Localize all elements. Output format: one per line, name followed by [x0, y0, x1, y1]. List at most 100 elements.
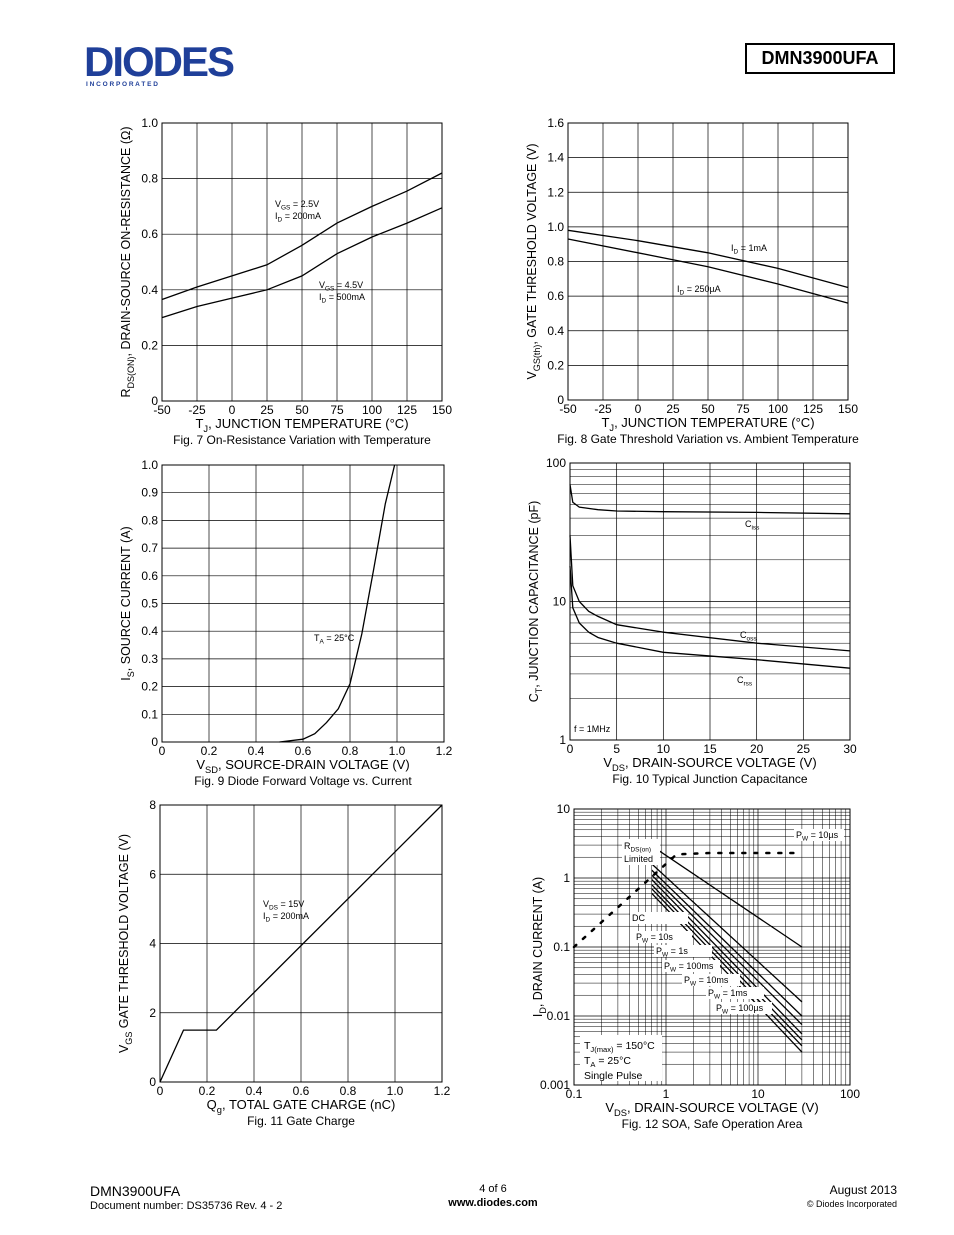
series-group	[279, 464, 396, 743]
footer-page: 4 of 6	[479, 1183, 507, 1195]
y-tick-label: 0.5	[141, 597, 158, 611]
y-tick-label: 4	[149, 937, 156, 951]
y-tick-label: 0.9	[141, 486, 158, 500]
series-line-0	[161, 172, 443, 301]
x-tick-label: 125	[397, 403, 417, 417]
pulse-label-bg	[630, 912, 688, 924]
y-axis-label: ID, DRAIN CURRENT (A)	[531, 877, 548, 1017]
y-tick-label: 0	[151, 735, 158, 749]
pulse-label: DC	[632, 913, 645, 923]
y-tick-label: 0.001	[540, 1078, 570, 1092]
y-axis-label-group: ID, DRAIN CURRENT (A)	[531, 877, 548, 1017]
y-axis-label-group: VGS GATE THRESHOLD VOLTAGE (V)	[117, 834, 134, 1053]
series-line-1	[651, 863, 803, 1003]
x-tick-label: 15	[703, 742, 717, 756]
part-number: DMN3900UFA	[761, 48, 879, 68]
y-tick-label: 0.2	[141, 680, 158, 694]
y-tick-label: 1.4	[547, 151, 564, 165]
y-tick-label: 1.6	[547, 116, 564, 130]
series-line-1	[161, 207, 443, 319]
y-tick-label: 10	[553, 595, 567, 609]
y-tick-label: 0.4	[141, 283, 158, 297]
y-axis-label-group: RDS(ON), DRAIN-SOURCE ON-RESISTANCE (Ω)	[119, 127, 136, 398]
y-tick-label: 1.2	[547, 185, 564, 199]
x-tick-label: 25	[260, 403, 274, 417]
y-tick-label: 0.2	[141, 338, 158, 352]
pulse-label-bg	[654, 945, 712, 957]
x-tick-label: 0.4	[248, 744, 265, 758]
x-axis-label: VDS, DRAIN-SOURCE VOLTAGE (V)	[605, 1100, 818, 1118]
y-axis-label-group: IS, SOURCE CURRENT (A)	[119, 526, 136, 680]
y-tick-label: 1	[563, 871, 570, 885]
y-tick-label: 0	[557, 393, 564, 407]
series-line-2	[569, 566, 851, 669]
pulse-label: PW = 10s	[636, 932, 673, 945]
series-label: VGS = 4.5V	[319, 280, 363, 293]
x-tick-label: -50	[559, 402, 577, 416]
x-tick-label: 100	[840, 1087, 860, 1101]
rds-label: RDS(on)	[624, 841, 651, 854]
series-line-4	[651, 879, 803, 1035]
y-tick-label: 2	[149, 1006, 156, 1020]
series-label: ID = 1mA	[731, 243, 767, 256]
y-tick-label: 0.2	[547, 358, 564, 372]
series-label: ID = 200mA	[275, 211, 321, 224]
plot-frame	[161, 122, 443, 402]
series-line-1	[569, 535, 851, 652]
chart-title: Fig. 9 Diode Forward Voltage vs. Current	[194, 774, 412, 788]
series-line-0	[159, 804, 443, 1083]
chart-title: Fig. 8 Gate Threshold Variation vs. Ambi…	[557, 432, 859, 446]
x-tick-label: 0	[229, 403, 236, 417]
series-group	[567, 229, 849, 304]
x-tick-label: 5	[613, 742, 620, 756]
chart-fig8: -50 -25 0 25 50 75 100 125 150 0 0.2 0.4 0.6 0.8 1.0 1.…	[525, 116, 859, 446]
pulse-label-bg	[714, 1002, 772, 1014]
footer-url: www.diodes.com	[448, 1197, 538, 1209]
chart-fig10: 0 5 10 15 20 25 30 1 10 100 VDS, DRAIN-SOURCE VOLT…	[527, 456, 857, 786]
grid	[161, 122, 443, 402]
y-tick-label: 0.4	[141, 624, 158, 638]
x-tick-label: 0.6	[293, 1084, 310, 1098]
y-tick-label: 0.8	[141, 172, 158, 186]
plot-frame	[161, 464, 445, 743]
y-tick-label: 0.1	[141, 707, 158, 721]
plot-frame	[569, 462, 851, 741]
pulse-label-bg	[706, 987, 764, 999]
x-tick-label: 10	[657, 742, 671, 756]
x-tick-label: 1.0	[389, 744, 406, 758]
grid	[161, 464, 445, 743]
y-tick-label: 0	[151, 394, 158, 408]
pulse-label: PW = 1s	[656, 946, 688, 959]
x-tick-label: 0.2	[199, 1084, 216, 1098]
series-group	[161, 172, 443, 319]
y-tick-label: 0.7	[141, 541, 158, 555]
x-tick-label: -25	[594, 402, 612, 416]
x-axis-label: TJ, JUNCTION TEMPERATURE (°C)	[601, 415, 814, 433]
y-axis-label-group: CT, JUNCTION CAPACITANCE (pF)	[527, 501, 544, 703]
x-tick-label: 20	[750, 742, 764, 756]
chart-fig11: 0 0.2 0.4 0.6 0.8 1.0 1.2 0 2 4 6 8 Qg, TOTAL GATE C…	[117, 798, 451, 1128]
x-tick-label: 0	[157, 1084, 164, 1098]
diodes-logo: DIODES I N C O R P O R A T E D	[84, 38, 259, 88]
legend-line: TJ(max) = 150°C	[584, 1040, 655, 1054]
x-tick-label: 50	[701, 402, 715, 416]
x-tick-label: 150	[432, 403, 452, 417]
pulse-label: PW = 100µs	[716, 1003, 764, 1016]
y-tick-label: 0.1	[553, 940, 570, 954]
y-axis-label: RDS(ON), DRAIN-SOURCE ON-RESISTANCE (Ω)	[119, 127, 136, 398]
y-tick-label: 0.3	[141, 652, 158, 666]
part-number-box: DMN3900UFA	[745, 43, 895, 74]
x-tick-label: 0.1	[566, 1087, 583, 1101]
x-tick-label: 0.8	[340, 1084, 357, 1098]
y-tick-label: 0.8	[141, 513, 158, 527]
y-tick-label: 0.6	[141, 227, 158, 241]
x-tick-label: 25	[797, 742, 811, 756]
x-tick-label: 0	[567, 742, 574, 756]
series-line-0	[567, 229, 849, 289]
x-tick-label: 10	[751, 1087, 765, 1101]
series-line-0	[569, 484, 851, 515]
x-tick-label: 125	[803, 402, 823, 416]
y-axis-label-group: VGS(th), GATE THRESHOLD VOLTAGE (V)	[525, 143, 542, 379]
series-label: Coss	[740, 630, 757, 643]
